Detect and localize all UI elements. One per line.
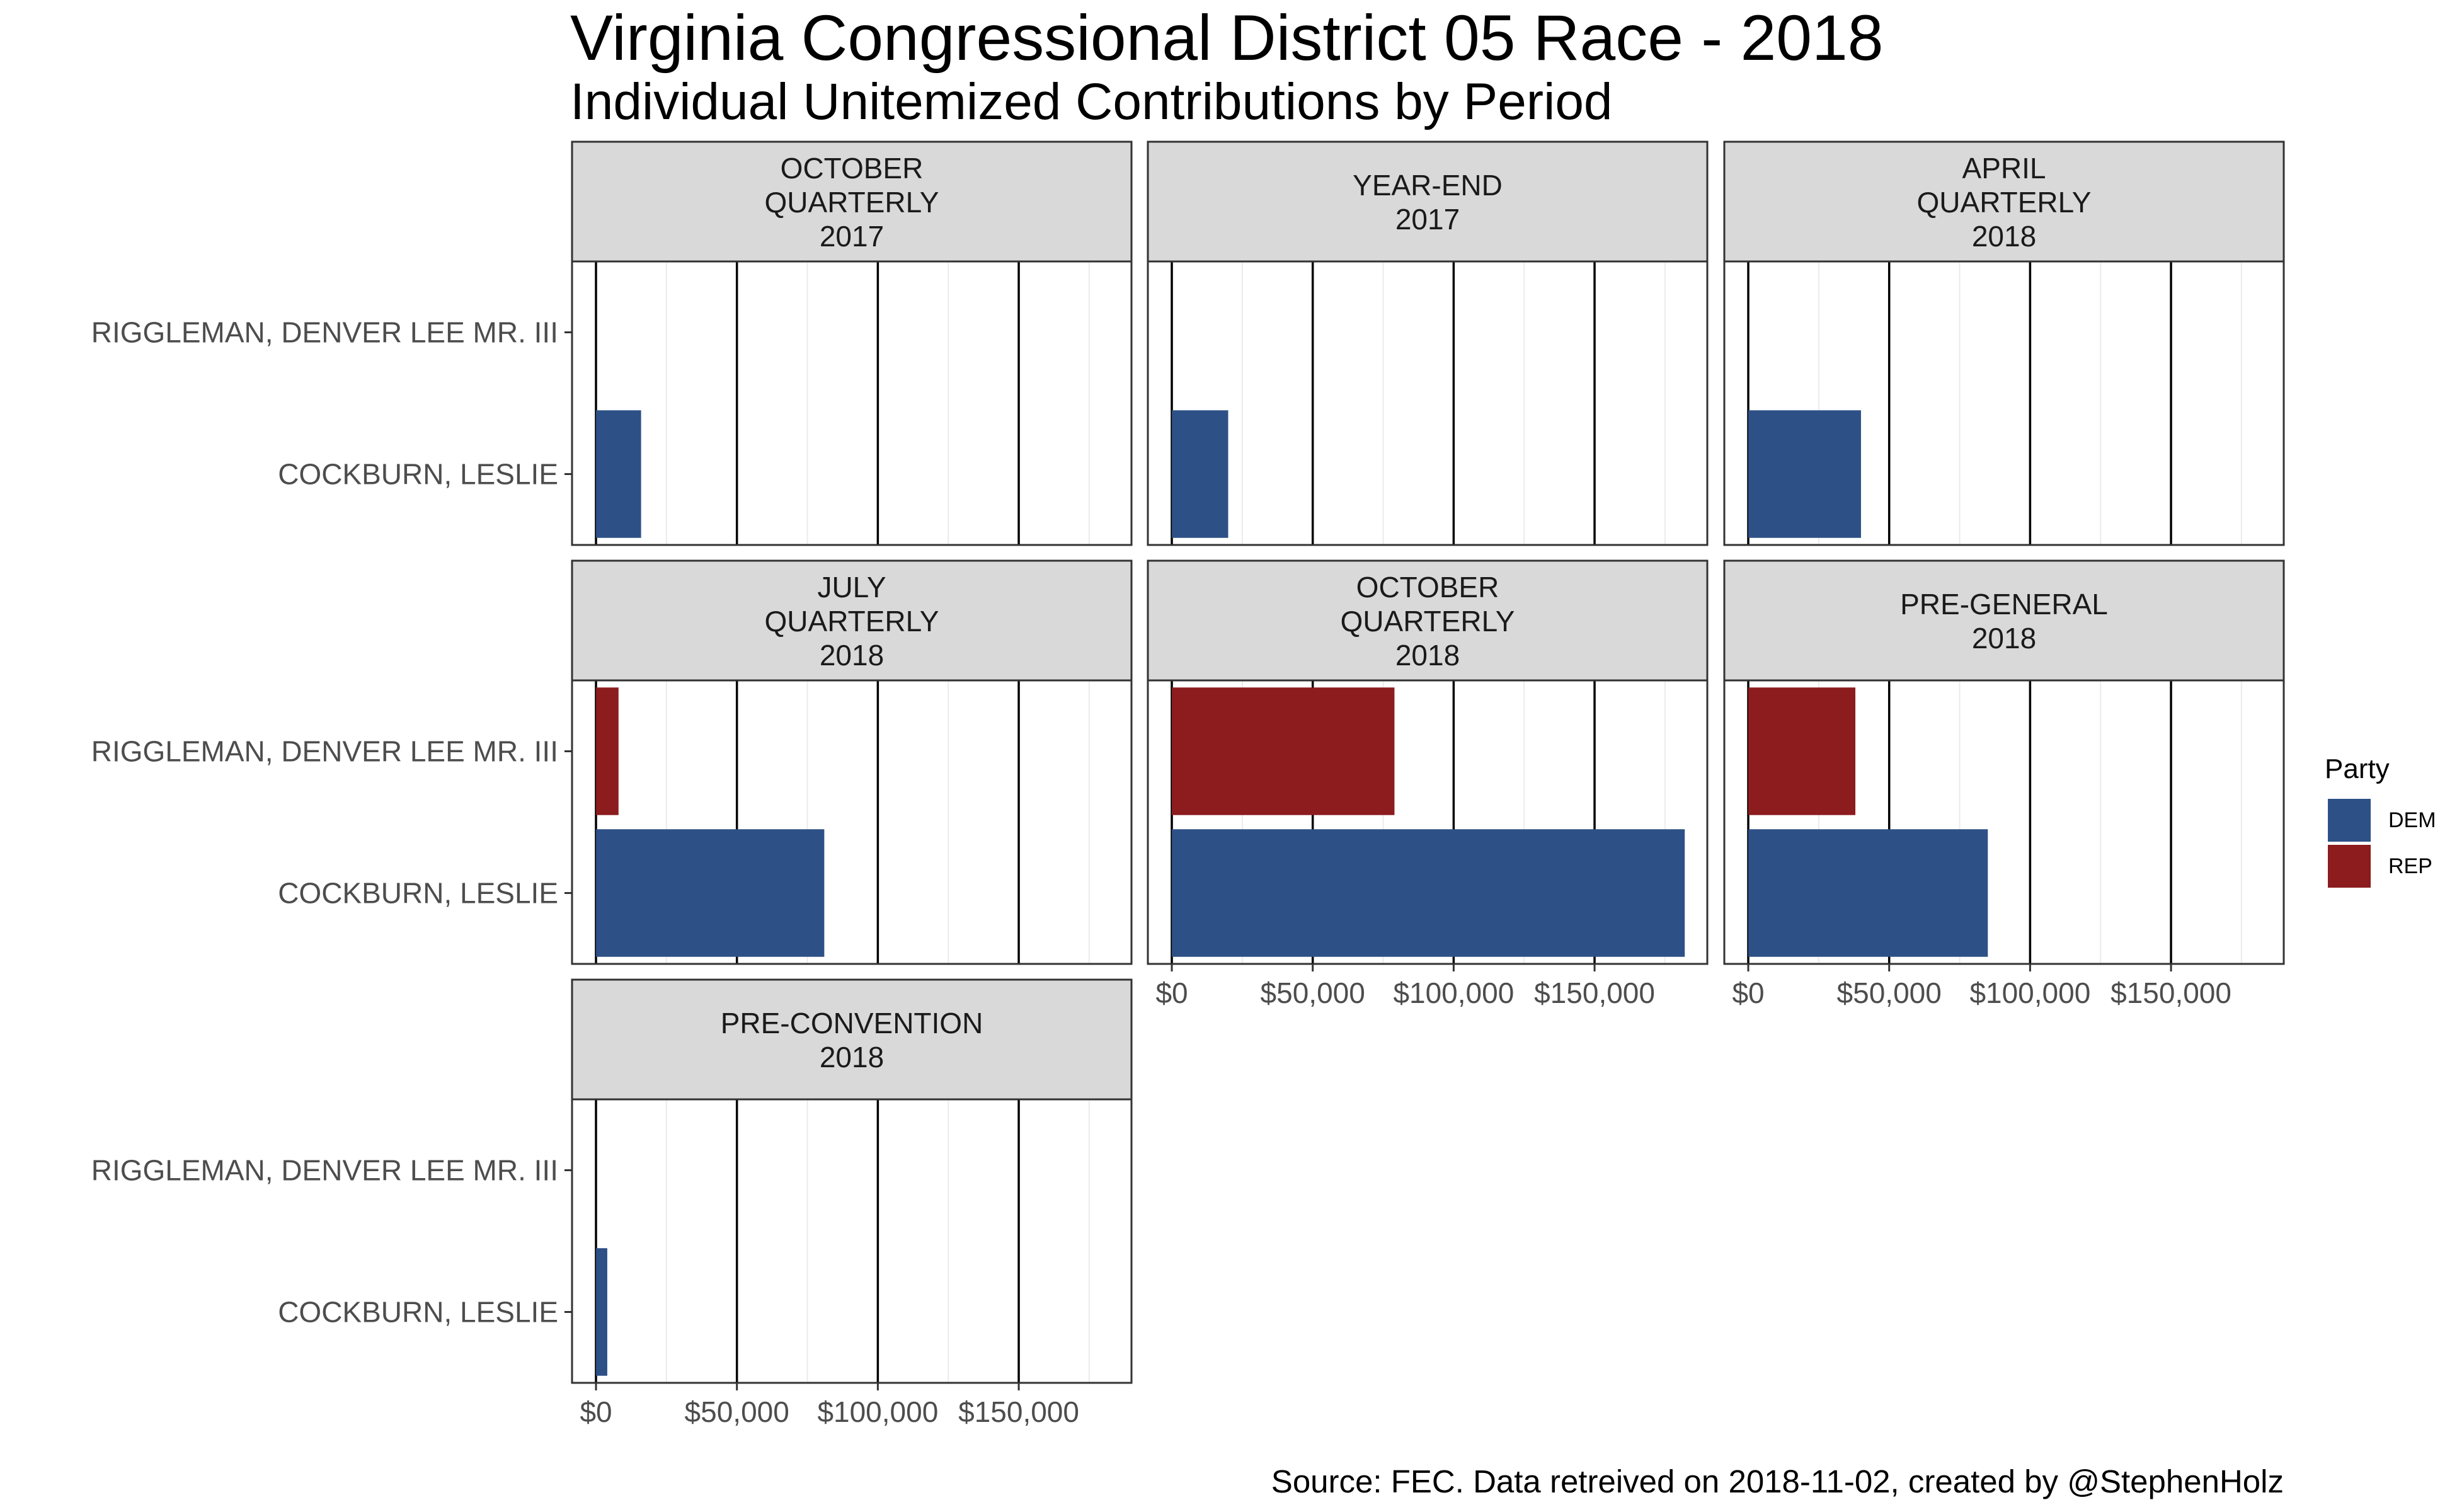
panel-border <box>1147 260 1709 546</box>
bar-rep <box>1172 687 1395 815</box>
legend-label-dem: DEM <box>2388 808 2436 832</box>
x-tick-label: $0 <box>1732 976 1764 1009</box>
panel-border <box>571 260 1133 546</box>
y-tick-label: RIGGLEMAN, DENVER LEE MR. III <box>91 316 558 349</box>
facet-strip-label: 2018 <box>820 1041 884 1074</box>
facet-strip <box>1723 559 2285 682</box>
facet-strip-label: 2017 <box>820 220 884 253</box>
facet-strip-label: OCTOBER <box>781 152 924 185</box>
facet-strip-label: 2018 <box>1972 220 2036 253</box>
chart-caption: Source: FEC. Data retreived on 2018-11-0… <box>1271 1463 2284 1499</box>
panel-border <box>571 679 1133 965</box>
y-tick-label: COCKBURN, LESLIE <box>278 877 558 910</box>
x-tick-label: $50,000 <box>1261 976 1365 1009</box>
facet-strip <box>571 978 1133 1101</box>
legend-item-dem: DEM <box>2328 798 2436 842</box>
facet-strip <box>1147 559 1709 682</box>
facet-strip-label: JULY <box>817 571 886 604</box>
bar-dem <box>596 410 641 538</box>
bar-dem <box>1748 829 1988 957</box>
x-tick-label: $100,000 <box>1393 976 1514 1009</box>
x-tick-label: $0 <box>1155 976 1188 1009</box>
facet-strip-label: QUARTERLY <box>1341 605 1515 638</box>
y-tick-label: COCKBURN, LESLIE <box>278 458 558 491</box>
x-tick-label: $150,000 <box>1534 976 1655 1009</box>
x-tick-label: $100,000 <box>817 1395 938 1428</box>
y-tick-label: COCKBURN, LESLIE <box>278 1296 558 1329</box>
x-tick-label: $0 <box>580 1395 612 1428</box>
facet-strip-label: PRE-CONVENTION <box>721 1007 983 1040</box>
facet-strip-label: YEAR-END <box>1353 169 1503 202</box>
legend-title: Party <box>2325 753 2390 784</box>
facet-strip-label: 2018 <box>1395 639 1460 672</box>
panel-background <box>572 261 1131 545</box>
legend-swatch-rep <box>2328 845 2371 888</box>
facet-strip-label: 2017 <box>1395 203 1460 236</box>
legend-swatch-dem <box>2328 799 2371 842</box>
facet-strip-label: PRE-GENERAL <box>1900 588 2108 621</box>
panel-border <box>1147 679 1709 965</box>
facet-strip <box>571 559 1133 682</box>
facet-strip-label: APRIL <box>1962 152 2046 185</box>
facet-strip-label: QUARTERLY <box>765 186 939 219</box>
chart-subtitle: Individual Unitemized Contributions by P… <box>570 73 1613 130</box>
facet-strip <box>1147 140 1709 263</box>
x-tick-label: $50,000 <box>1837 976 1942 1009</box>
bar-dem <box>596 829 825 957</box>
bar-dem <box>1748 410 1861 538</box>
panel-background <box>572 1099 1131 1383</box>
panel-border <box>571 1098 1133 1384</box>
facet-strip-label: 2018 <box>1972 622 2036 655</box>
facet-strip-label: QUARTERLY <box>1917 186 2092 219</box>
panel-background <box>1148 261 1707 545</box>
facet-strip-label: 2018 <box>820 639 884 672</box>
bar-dem <box>1172 829 1685 957</box>
x-tick-label: $150,000 <box>958 1395 1079 1428</box>
x-tick-label: $150,000 <box>2110 976 2231 1009</box>
y-tick-label: RIGGLEMAN, DENVER LEE MR. III <box>91 735 558 768</box>
chart-title: Virginia Congressional District 05 Race … <box>570 2 1884 74</box>
y-tick-label: RIGGLEMAN, DENVER LEE MR. III <box>91 1154 558 1187</box>
facet-strip <box>1723 140 2285 263</box>
bar-dem <box>596 1248 607 1376</box>
bar-rep <box>596 687 619 815</box>
legend-label-rep: REP <box>2388 854 2432 878</box>
panel-border <box>1723 260 2285 546</box>
x-tick-label: $50,000 <box>685 1395 789 1428</box>
facet-strip-label: OCTOBER <box>1356 571 1499 604</box>
facet-strip-label: QUARTERLY <box>765 605 939 638</box>
bar-rep <box>1748 687 1856 815</box>
panel-border <box>1723 679 2285 965</box>
legend-item-rep: REP <box>2328 844 2432 888</box>
x-tick-label: $100,000 <box>1969 976 2090 1009</box>
bar-dem <box>1172 410 1228 538</box>
